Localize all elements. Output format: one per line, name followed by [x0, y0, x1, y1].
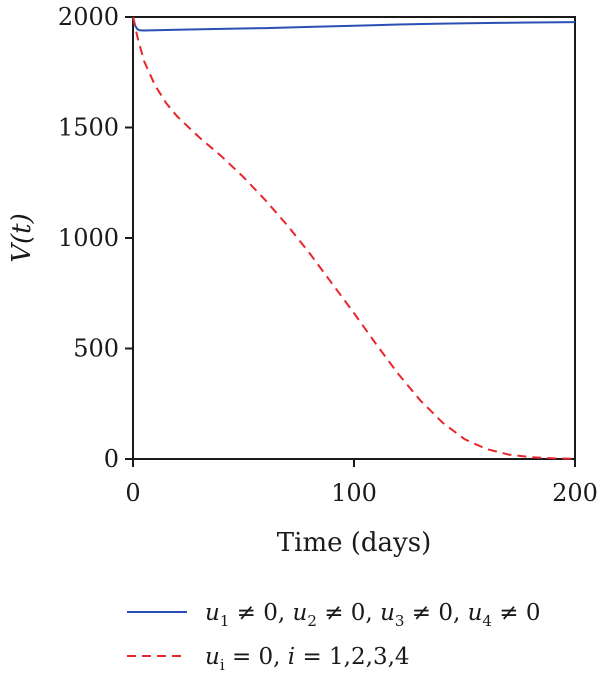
- y-tick-label: 1000: [58, 224, 119, 252]
- x-tick-label: 0: [125, 479, 140, 507]
- legend-label-uncontrolled: ui = 0, i = 1,2,3,4: [205, 644, 410, 674]
- y-tick-label: 0: [104, 445, 119, 473]
- y-tick-label: 2000: [58, 3, 119, 31]
- y-tick-label: 1500: [58, 114, 119, 142]
- series-line-controlled: [132, 16, 576, 32]
- series-layer: [132, 16, 576, 460]
- x-tick-label: 200: [552, 479, 598, 507]
- y-tick-label: 500: [73, 335, 119, 363]
- x-tick-label: 100: [331, 479, 377, 507]
- legend-label-controlled: u1 ≠ 0, u2 ≠ 0, u3 ≠ 0, u4 ≠ 0: [205, 600, 541, 630]
- series-line-uncontrolled: [132, 16, 576, 460]
- legend: u1 ≠ 0, u2 ≠ 0, u3 ≠ 0, u4 ≠ 0 ui = 0, i…: [127, 600, 541, 674]
- y-axis-label: V(t): [7, 213, 37, 263]
- legend-item-uncontrolled: ui = 0, i = 1,2,3,4: [127, 644, 410, 674]
- legend-item-controlled: u1 ≠ 0, u2 ≠ 0, u3 ≠ 0, u4 ≠ 0: [127, 600, 541, 630]
- plot-frame: [132, 16, 576, 460]
- x-axis-label: Time (days): [277, 528, 431, 558]
